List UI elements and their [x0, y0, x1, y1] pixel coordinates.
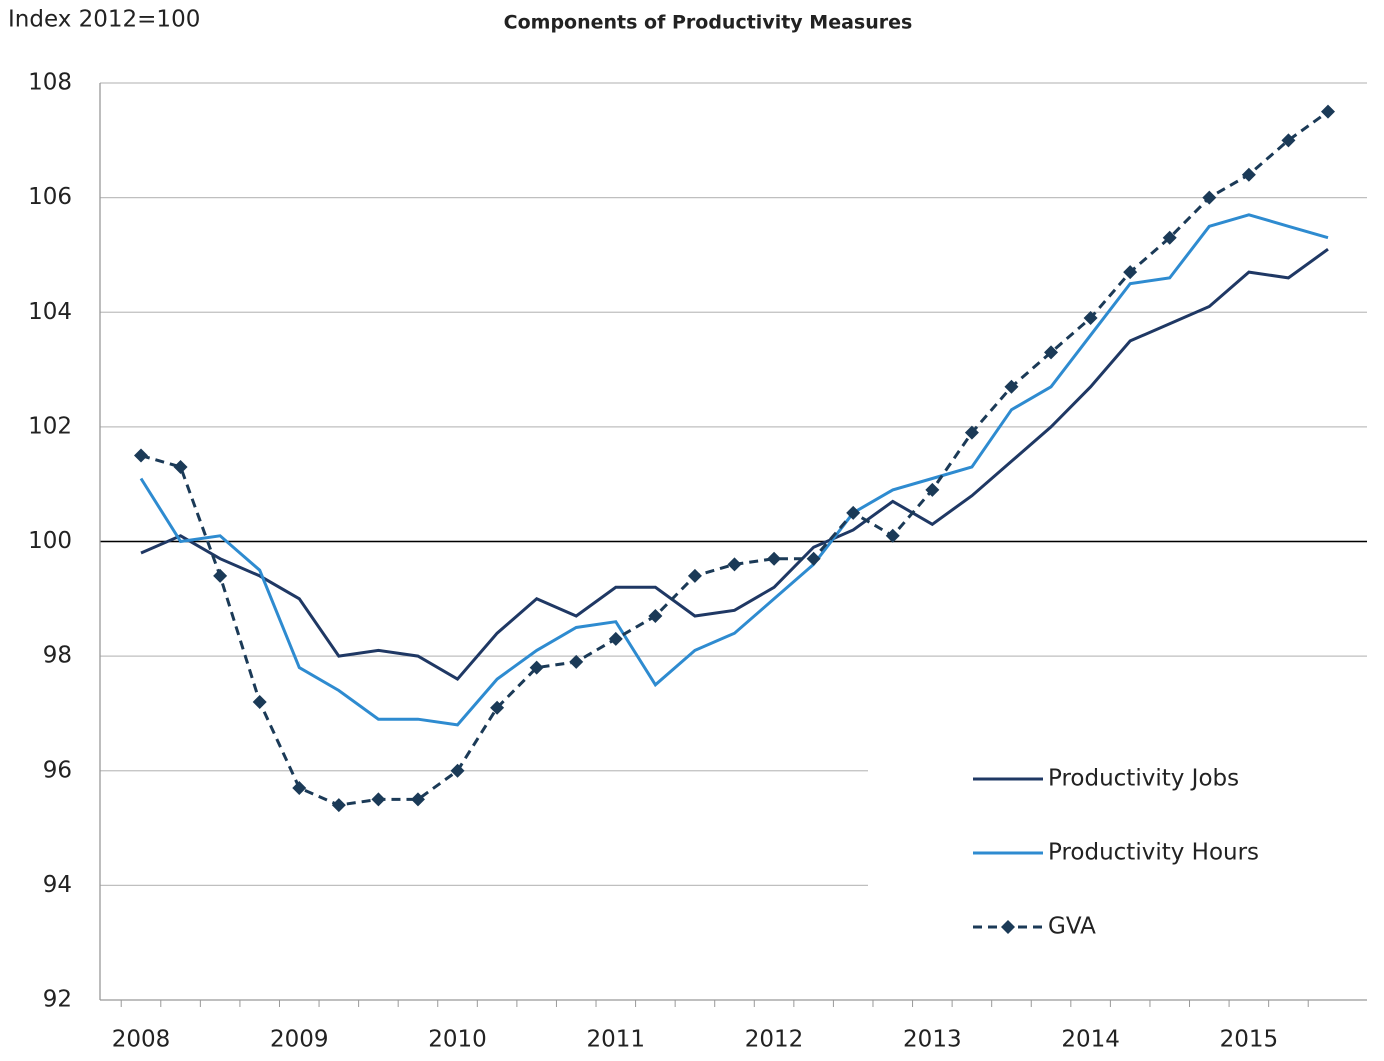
- series-marker: [1281, 133, 1296, 148]
- x-tick-label: 2014: [1061, 1027, 1120, 1053]
- series-marker: [687, 568, 702, 583]
- y-tick-label: 92: [43, 987, 72, 1013]
- series-marker: [1083, 310, 1098, 325]
- series-marker: [173, 459, 188, 474]
- x-tick-label: 2011: [587, 1027, 646, 1053]
- series-line: [140, 247, 1329, 682]
- series-marker: [371, 792, 386, 807]
- chart-title: Components of Productivity Measures: [504, 12, 913, 34]
- y-tick-label: 96: [43, 757, 72, 783]
- series-line: [139, 213, 1329, 727]
- series-line: [140, 110, 1329, 807]
- y-tick-label: 100: [28, 528, 72, 554]
- y-tick-label: 106: [28, 184, 72, 210]
- series-marker: [450, 763, 465, 778]
- series-marker: [134, 448, 148, 463]
- series-marker: [608, 631, 623, 646]
- series-marker: [410, 792, 425, 807]
- series-marker: [213, 568, 228, 583]
- legend-label: Productivity Jobs: [1048, 766, 1239, 792]
- y-tick-label: 104: [28, 299, 72, 325]
- series-marker: [252, 694, 267, 709]
- series-marker: [648, 609, 663, 624]
- series-marker: [806, 551, 821, 566]
- x-tick-label: 2010: [428, 1027, 487, 1053]
- series-marker: [569, 654, 584, 669]
- x-tick-label: 2008: [112, 1027, 171, 1053]
- y-tick-label: 94: [43, 872, 72, 898]
- series-marker: [885, 528, 900, 543]
- series-marker: [529, 660, 544, 675]
- x-tick-label: 2015: [1220, 1027, 1279, 1053]
- y-tick-label: 98: [43, 643, 72, 669]
- series-marker: [727, 557, 742, 572]
- series-marker: [1162, 230, 1177, 245]
- series-marker: [331, 798, 346, 813]
- series-marker: [490, 700, 505, 715]
- x-tick-label: 2013: [903, 1027, 962, 1053]
- series-marker: [292, 780, 307, 795]
- x-tick-label: 2009: [270, 1027, 329, 1053]
- y-tick-label: 102: [28, 413, 72, 439]
- series-marker: [846, 505, 861, 520]
- series-marker: [767, 551, 782, 566]
- legend-label: Productivity Hours: [1048, 840, 1259, 866]
- series-marker: [1044, 345, 1059, 360]
- y-axis-label: Index 2012=100: [8, 7, 200, 33]
- series-marker: [964, 425, 979, 440]
- series-marker: [925, 482, 940, 497]
- series-marker: [1202, 190, 1217, 205]
- x-tick-label: 2012: [745, 1027, 804, 1053]
- y-tick-label: 108: [28, 70, 72, 96]
- legend-marker: [1001, 920, 1015, 934]
- legend-label: GVA: [1048, 914, 1096, 940]
- series-marker: [1321, 104, 1335, 119]
- series-marker: [1123, 265, 1138, 280]
- series-marker: [1004, 379, 1019, 394]
- series-marker: [1241, 167, 1256, 182]
